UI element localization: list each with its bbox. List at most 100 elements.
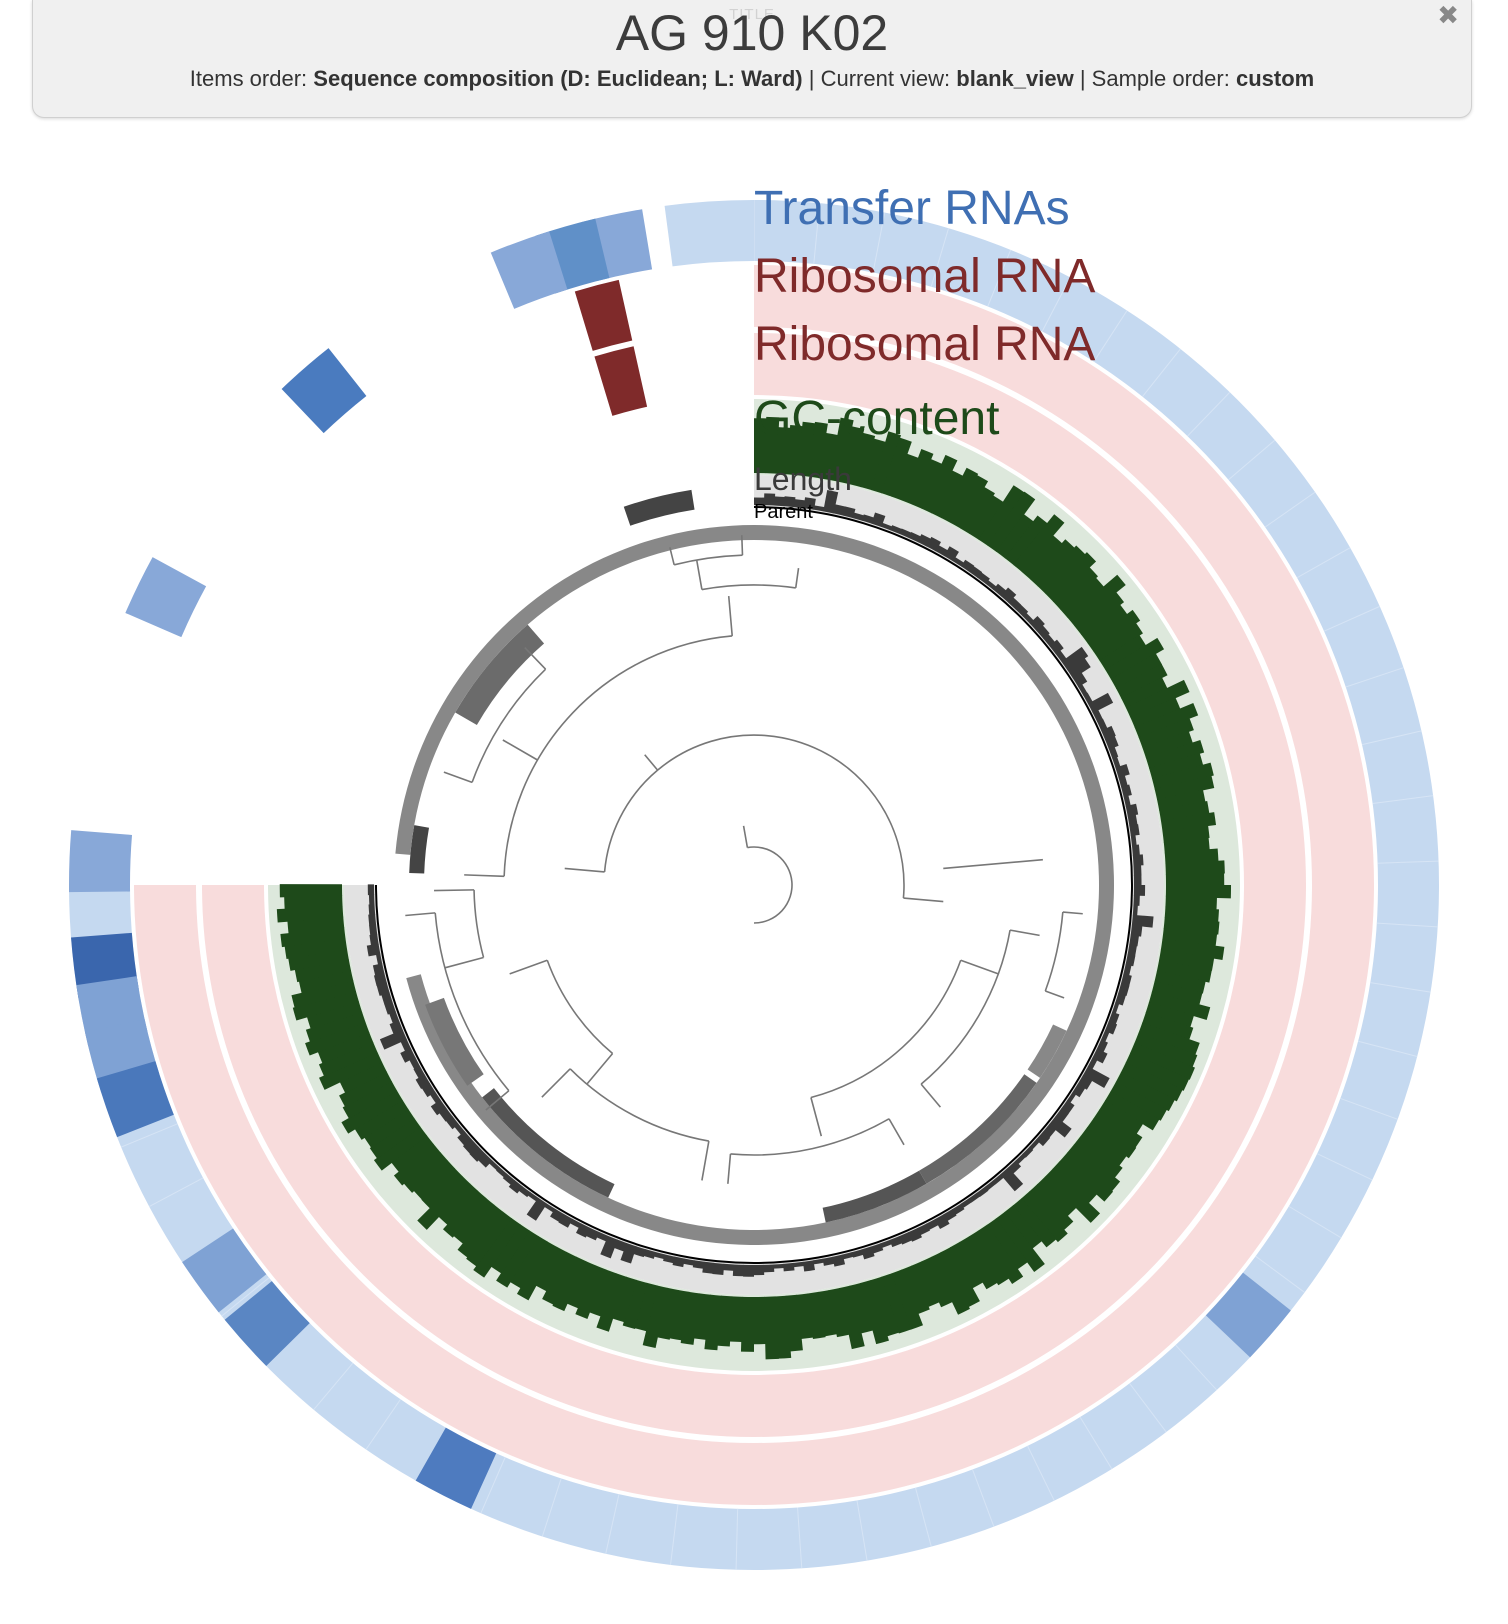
length-bar (1087, 1057, 1098, 1070)
length-bar (366, 943, 381, 957)
length-bar (889, 1236, 903, 1248)
gc-bar (393, 1143, 441, 1186)
layer-labels: Transfer RNAs Ribosomal RNA Ribosomal RN… (754, 182, 1095, 523)
segment-divider (1264, 491, 1316, 528)
segment-divider (1296, 547, 1351, 579)
length-bar (917, 534, 932, 547)
clade-marker (919, 1074, 1037, 1184)
length-bar (1118, 775, 1128, 788)
gc-bar (740, 1296, 754, 1352)
gc-bar (342, 1080, 398, 1119)
length-bar (368, 914, 377, 926)
length-bar (992, 1173, 1004, 1185)
segment-divider (1142, 348, 1181, 397)
tree-branch (960, 959, 999, 975)
gc-bar (298, 969, 354, 994)
gc-bar (642, 1285, 669, 1349)
gc-bar (453, 1197, 495, 1244)
length-bar (1066, 1091, 1077, 1104)
length-bar (783, 1262, 795, 1272)
gc-bar (1029, 1183, 1074, 1231)
length-bar (1008, 597, 1022, 610)
length-bar (379, 1029, 407, 1050)
gc-bar (871, 431, 902, 494)
gc-bar (901, 449, 934, 505)
length-bar (842, 1252, 854, 1260)
length-bar (430, 1099, 447, 1116)
segment-divider (1340, 1097, 1398, 1120)
gc-bar (996, 513, 1034, 559)
length-bar (454, 1123, 466, 1136)
gc-bar (1099, 1100, 1144, 1135)
length-bar (793, 1261, 805, 1268)
length-bar (1115, 992, 1126, 1006)
gc-bar (566, 1261, 597, 1309)
gc-bar (680, 1291, 701, 1345)
gc-bar (1044, 1168, 1101, 1223)
gc-bar (318, 1042, 378, 1077)
gc-bar (900, 1265, 930, 1315)
length-bar (822, 1256, 835, 1266)
length-bar (925, 1218, 939, 1230)
gc-bar (850, 432, 876, 488)
gc-bar (911, 1261, 940, 1308)
gc-bar (413, 1160, 456, 1200)
length-bar (1022, 612, 1034, 624)
gc-bar (287, 916, 345, 934)
gc-bar (704, 1294, 722, 1351)
length-bar (1112, 756, 1121, 769)
length-bar (585, 1227, 600, 1241)
gc-bar (838, 1285, 865, 1350)
gc-bar (1066, 1144, 1121, 1192)
gc-bar (764, 1296, 779, 1360)
tree-branch (509, 959, 548, 975)
clade-marker (822, 1170, 927, 1223)
length-bar (803, 497, 816, 510)
tree-branch (810, 959, 962, 1099)
gc-bar (1162, 928, 1218, 947)
gc-bar (294, 959, 352, 983)
gc-bar (1130, 1042, 1195, 1080)
tree-branch (810, 1097, 823, 1137)
gc-bar (292, 990, 359, 1021)
gc-bar (535, 1246, 567, 1292)
separator: | (808, 66, 815, 91)
tree-branch (747, 846, 793, 924)
length-bar (596, 1231, 609, 1242)
page-title: AG 910 K02 (615, 5, 889, 61)
length-bar (1078, 684, 1088, 696)
tree-branch (920, 930, 1011, 1085)
gc-bar (279, 884, 343, 898)
length-bar (969, 565, 983, 578)
gc-bar (354, 1099, 409, 1140)
gc-bar (305, 1021, 370, 1056)
gc-bar (1165, 860, 1225, 875)
gc-bar (995, 1211, 1045, 1273)
segment-divider (1288, 1205, 1342, 1239)
gc-bar (1151, 762, 1214, 790)
tree-branch (503, 635, 733, 877)
segment-divider (1027, 1445, 1055, 1501)
gc-bar (1099, 634, 1147, 671)
length-bar (984, 1180, 997, 1191)
length-bar (842, 506, 856, 519)
close-icon[interactable]: ✖ (1437, 0, 1459, 30)
tree-branch (1062, 911, 1083, 915)
length-bar (763, 1264, 775, 1273)
gc-bar (849, 1282, 874, 1334)
length-bar (1000, 587, 1017, 604)
length-bar (871, 512, 886, 528)
length-bar (1133, 874, 1142, 886)
length-bar (1055, 650, 1067, 663)
length-bar (1131, 844, 1140, 856)
gc-bar (968, 1230, 1010, 1286)
gc-bar (438, 1183, 479, 1226)
gc-bar (339, 1061, 387, 1094)
segment-divider (541, 1478, 562, 1537)
gc-bar (754, 418, 768, 474)
length-bar (916, 1223, 931, 1236)
tree-branch (524, 647, 547, 670)
gc-bar (1021, 1191, 1068, 1243)
length-bar (1015, 604, 1029, 617)
gc-bar (986, 1218, 1028, 1270)
